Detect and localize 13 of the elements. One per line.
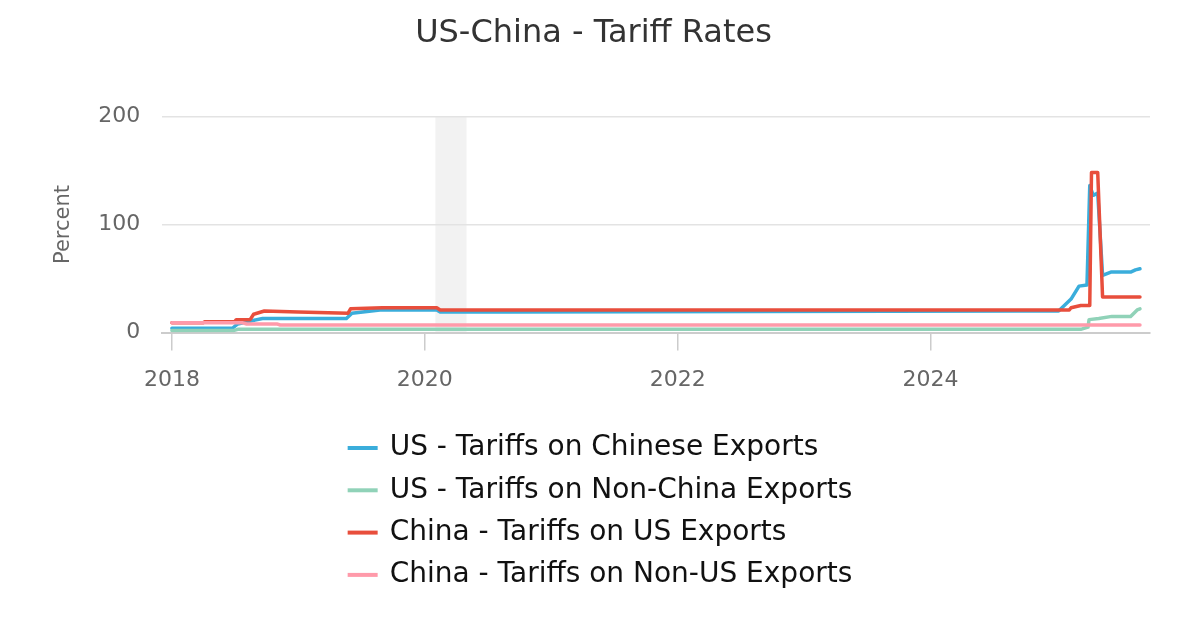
- legend-label: US - Tariffs on Non-China Exports: [389, 471, 853, 505]
- x-tick-label: 2024: [902, 365, 959, 391]
- x-tick-label: 2020: [396, 365, 453, 391]
- x-tick-label: 2018: [143, 365, 200, 391]
- y-axis-title: Percent: [50, 184, 75, 265]
- y-tick-label: 0: [126, 318, 141, 344]
- y-tick-label: 200: [98, 102, 141, 128]
- legend-label: US - Tariffs on Chinese Exports: [389, 429, 819, 463]
- x-tick-label: 2022: [649, 365, 706, 391]
- legend-label: China - Tariffs on US Exports: [389, 513, 787, 547]
- chart-title: US-China - Tariff Rates: [415, 11, 772, 50]
- legend-label: China - Tariffs on Non-US Exports: [389, 556, 853, 590]
- y-tick-label: 100: [98, 210, 141, 236]
